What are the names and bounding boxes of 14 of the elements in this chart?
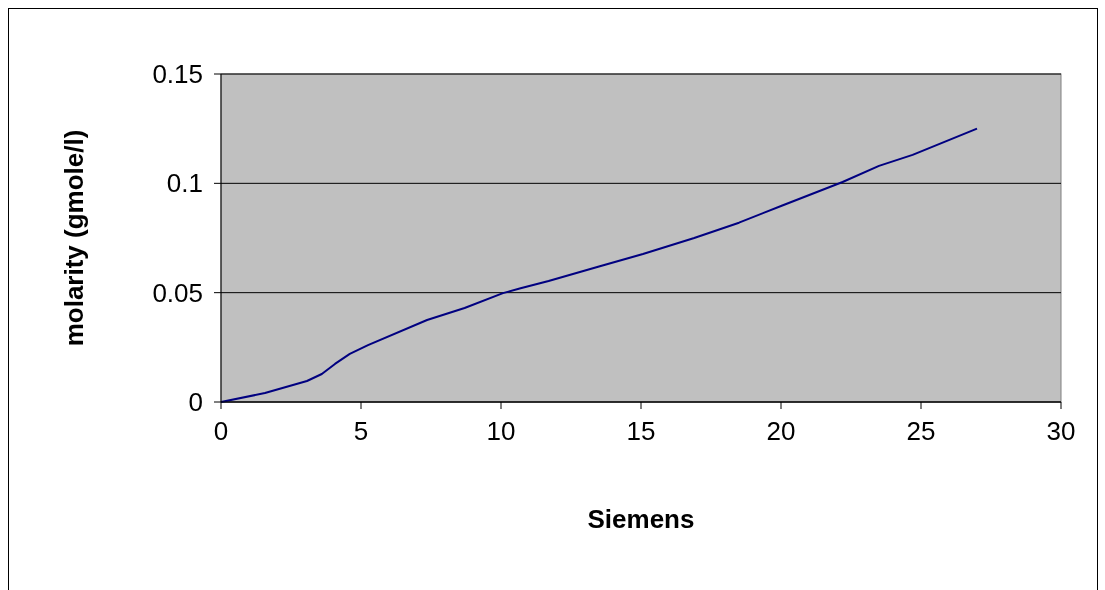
x-tick-label: 15 (626, 416, 656, 446)
x-tick-label: 25 (906, 416, 936, 446)
y-tick-label: 0.05 (152, 277, 203, 308)
x-tick-label: 20 (766, 416, 796, 446)
y-axis-title: molarity (gmole/l) (59, 129, 89, 347)
y-tick-label: 0 (188, 387, 203, 418)
x-tick-label: 10 (486, 416, 516, 446)
y-tick-label: 0.1 (166, 168, 203, 199)
line-series (220, 127, 978, 403)
x-tick-label: 30 (1046, 416, 1076, 446)
x-axis-title: Siemens (587, 504, 695, 534)
x-tick-label: 0 (213, 416, 229, 446)
y-tick-label: 0.15 (152, 59, 203, 90)
x-tick-label: 5 (353, 416, 369, 446)
